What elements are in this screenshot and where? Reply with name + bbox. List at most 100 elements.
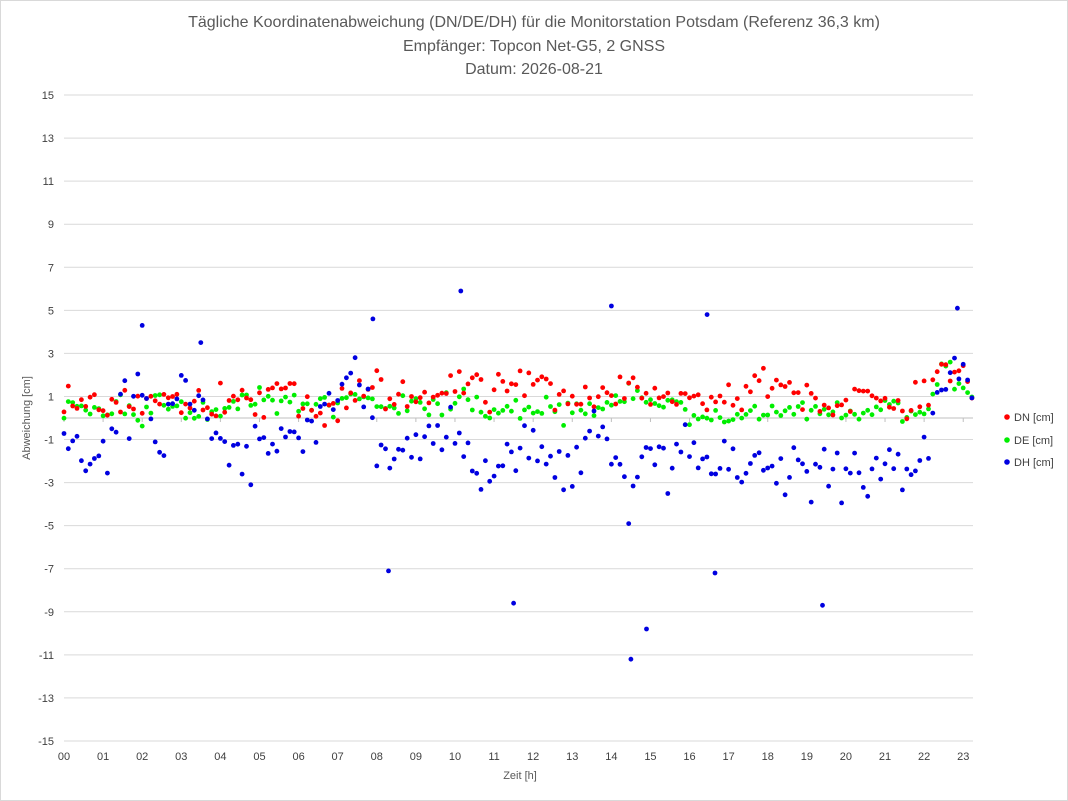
point <box>639 395 645 401</box>
point <box>843 412 849 418</box>
point <box>404 435 410 441</box>
point <box>226 405 232 410</box>
point <box>552 475 558 480</box>
point <box>726 382 731 388</box>
x-tick-label: 00 <box>58 751 70 763</box>
point <box>734 411 740 417</box>
point <box>83 407 89 413</box>
point <box>587 428 592 434</box>
point <box>965 390 970 395</box>
point <box>756 378 762 384</box>
point <box>578 470 584 476</box>
point <box>795 457 801 463</box>
point <box>239 387 245 393</box>
point <box>465 381 471 387</box>
point <box>365 386 371 392</box>
point <box>873 395 879 401</box>
point <box>313 440 319 445</box>
point <box>70 403 76 409</box>
point <box>556 449 562 454</box>
point <box>231 443 236 448</box>
point <box>913 379 918 385</box>
point <box>92 392 97 398</box>
point <box>804 382 810 388</box>
point <box>682 391 688 396</box>
point-outlier <box>511 600 516 606</box>
y-tick-label: -7 <box>44 564 54 576</box>
point <box>652 462 658 468</box>
point <box>548 404 553 409</box>
point <box>422 434 427 440</box>
legend-marker-dh <box>1004 459 1010 465</box>
point <box>200 407 206 413</box>
point <box>105 470 110 476</box>
y-axis-title: Abweichung [cm] <box>21 376 33 460</box>
legend-marker-dn <box>1004 414 1010 420</box>
x-tick-label: 16 <box>683 751 695 763</box>
point <box>396 446 401 452</box>
point <box>813 404 818 409</box>
point <box>304 401 310 407</box>
point <box>761 365 766 371</box>
x-tick-label: 13 <box>566 751 578 763</box>
point <box>335 418 341 424</box>
point <box>556 402 562 407</box>
point <box>969 395 975 401</box>
point <box>439 390 445 396</box>
point <box>635 388 640 393</box>
point <box>152 439 158 445</box>
y-tick-label: -11 <box>39 650 54 662</box>
point-outlier <box>820 602 825 608</box>
point <box>131 406 136 412</box>
point <box>435 392 440 398</box>
y-tick-label: 11 <box>43 176 54 188</box>
point <box>317 404 323 409</box>
point <box>365 395 371 401</box>
point <box>357 382 362 388</box>
point <box>813 395 818 401</box>
point <box>196 388 202 393</box>
point <box>105 412 110 418</box>
point <box>708 417 714 423</box>
point <box>609 402 614 408</box>
point <box>278 426 284 431</box>
point <box>435 401 440 407</box>
x-tick-label: 07 <box>332 751 344 763</box>
point <box>413 432 419 438</box>
point <box>595 394 601 400</box>
point <box>717 466 723 471</box>
point <box>487 478 493 484</box>
point <box>83 468 89 474</box>
point <box>239 471 245 477</box>
point <box>952 386 957 392</box>
point <box>652 401 658 406</box>
point <box>852 411 857 417</box>
point <box>934 390 940 395</box>
point <box>265 393 271 399</box>
point <box>569 484 575 489</box>
point <box>261 415 267 420</box>
point <box>61 431 67 436</box>
point <box>304 417 310 423</box>
point <box>609 461 614 467</box>
point <box>543 394 549 400</box>
point <box>387 465 393 471</box>
point <box>839 402 844 408</box>
point <box>526 370 532 376</box>
point <box>87 411 93 417</box>
point <box>309 407 314 413</box>
point <box>947 378 953 384</box>
point <box>92 405 97 410</box>
point <box>600 385 606 390</box>
point <box>600 424 606 430</box>
point <box>717 415 723 420</box>
point <box>378 442 384 448</box>
point <box>504 403 510 409</box>
point <box>435 423 440 428</box>
point <box>422 406 427 412</box>
point <box>278 386 284 392</box>
point <box>700 456 705 462</box>
point <box>847 470 853 476</box>
point <box>939 361 944 367</box>
point <box>900 487 905 493</box>
